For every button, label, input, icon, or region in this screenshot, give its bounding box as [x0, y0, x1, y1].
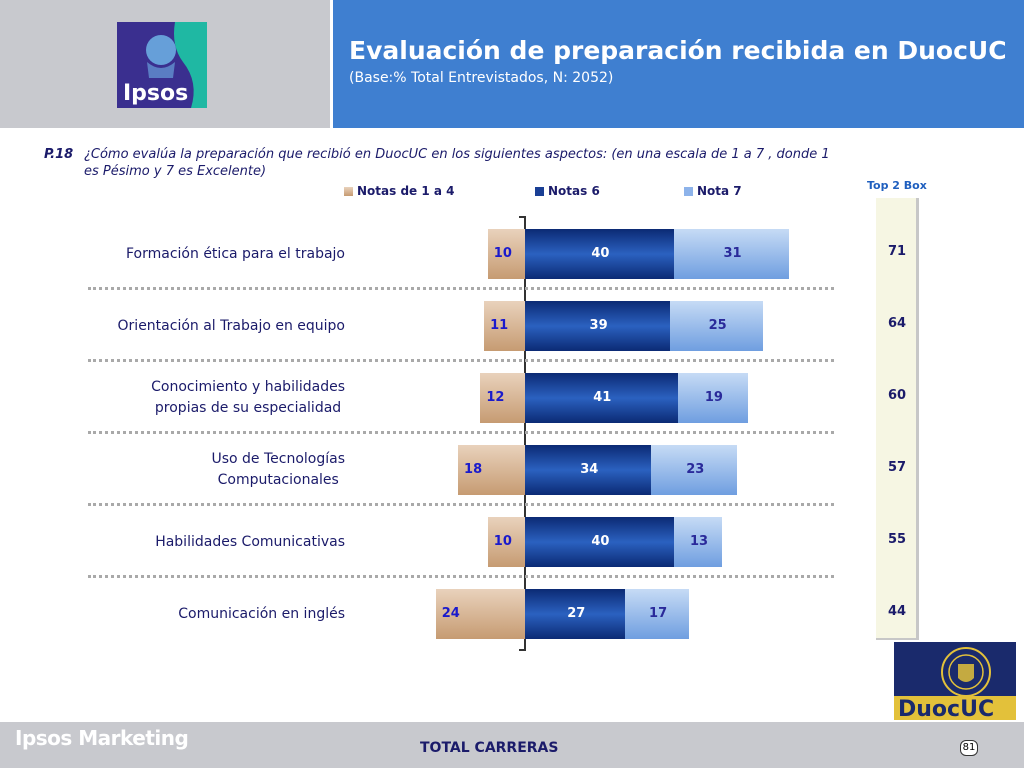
- data-label-notas-6: 27: [567, 606, 586, 621]
- data-label-notas-6: 34: [580, 462, 599, 477]
- legend-item-nota-7: Nota 7: [684, 184, 742, 198]
- bar-notas-6: [525, 589, 626, 639]
- data-label-notas-1-4: 12: [486, 390, 505, 405]
- bar-notas-6: [525, 373, 678, 423]
- category-label-line: Uso de Tecnologías: [211, 451, 345, 467]
- legend-item-neg: Notas de 1 a 4: [344, 184, 455, 198]
- category-label: Comunicación en inglés: [178, 604, 345, 625]
- bar-notas-1-4: [487, 229, 525, 279]
- bar-nota-7: [673, 229, 790, 279]
- bar-nota-7: [677, 373, 749, 423]
- category-label-line: Orientación al Trabajo en equipo: [117, 317, 345, 334]
- top2box-panel: [876, 198, 919, 640]
- bar-nota-7: [651, 445, 738, 495]
- data-label-notas-1-4: 10: [493, 534, 512, 549]
- category-label-line: Computacionales: [217, 472, 339, 488]
- duocuc-logo: DuocUC: [894, 642, 1016, 720]
- data-label-nota-7: 13: [689, 534, 709, 549]
- category-label: Uso de Tecnologías Computacionales: [211, 449, 345, 491]
- legend-swatch: [684, 187, 693, 196]
- footer-total-label: TOTAL CARRERAS: [420, 740, 559, 756]
- top2box-value: 71: [888, 244, 907, 259]
- footer-brand: Ipsos Marketing: [15, 726, 189, 750]
- data-label-nota-7: 23: [686, 462, 705, 477]
- category-label-line: Comunicación en inglés: [178, 605, 345, 622]
- data-label-notas-6: 40: [591, 246, 610, 261]
- bar-notas-1-4: [480, 373, 525, 423]
- question-number: P.18: [44, 147, 74, 162]
- top2box-value: 60: [888, 388, 907, 403]
- page-title: Evaluación de preparación recibida en Du…: [349, 36, 1007, 65]
- category-label: Conocimiento y habilidades propias de su …: [151, 377, 345, 419]
- data-label-notas-1-4: 10: [493, 246, 512, 261]
- question-text: ¿Cómo evalúa la preparación que recibió …: [84, 147, 830, 179]
- data-label-notas-1-4: 24: [441, 606, 460, 621]
- legend-label: Nota 7: [697, 184, 742, 198]
- legend-label: Notas de 1 a 4: [357, 184, 455, 198]
- legend-swatch: [344, 187, 353, 196]
- category-label-line: Conocimiento y habilidades: [151, 379, 345, 395]
- top2box-title: Top 2 Box: [867, 179, 927, 192]
- top2box-value: 44: [888, 604, 907, 619]
- category-label: Formación ética para el trabajo: [126, 244, 345, 265]
- category-label-line: Habilidades Comunicativas: [155, 533, 345, 550]
- footer-bar: [0, 722, 1024, 768]
- duocuc-logo-text: DuocUC: [898, 697, 994, 720]
- top2box-value: 57: [888, 460, 907, 475]
- page-subtitle: (Base:% Total Entrevistados, N: 2052): [349, 70, 614, 86]
- data-label-notas-6: 40: [591, 534, 610, 549]
- bar-notas-6: [525, 517, 674, 567]
- data-label-nota-7: 25: [708, 318, 727, 333]
- data-label-nota-7: 17: [649, 606, 668, 621]
- bar-notas-1-4: [487, 517, 525, 567]
- header-title-panel: [333, 0, 1024, 128]
- data-label-notas-1-4: 18: [464, 462, 483, 477]
- bar-notas-1-4: [435, 589, 525, 639]
- data-label-notas-6: 41: [593, 390, 612, 405]
- axis-tick: [519, 216, 525, 218]
- category-label: Habilidades Comunicativas: [155, 532, 345, 553]
- top2box-value: 55: [888, 532, 907, 547]
- bar-notas-6: [525, 229, 674, 279]
- bar-notas-6: [525, 301, 671, 351]
- ipsos-logo-text: Ipsos: [123, 81, 188, 106]
- axis-tick: [519, 649, 525, 651]
- bar-nota-7: [625, 589, 689, 639]
- ipsos-logo: Ipsos: [117, 22, 207, 108]
- category-label: Orientación al Trabajo en equipo: [118, 316, 345, 337]
- row-divider: [88, 287, 834, 290]
- bar-nota-7: [673, 517, 723, 567]
- bar-notas-1-4: [458, 445, 525, 495]
- bar-nota-7: [670, 301, 764, 351]
- data-label-notas-6: 39: [589, 318, 608, 333]
- legend-label: Notas 6: [548, 184, 600, 198]
- bar-notas-6: [525, 445, 652, 495]
- data-label-nota-7: 19: [704, 390, 723, 405]
- bar-notas-1-4: [484, 301, 525, 351]
- top2box-value: 64: [888, 316, 907, 331]
- category-label-line: Formación ética para el trabajo: [126, 245, 345, 262]
- legend-item-notas-6: Notas 6: [535, 184, 600, 198]
- legend-swatch: [535, 187, 544, 196]
- category-label-line: propias de su especialidad: [154, 400, 342, 416]
- data-label-notas-1-4: 11: [490, 318, 509, 333]
- row-divider: [88, 575, 834, 578]
- data-label-nota-7: 31: [723, 246, 742, 261]
- page-number: 81: [960, 740, 978, 756]
- row-divider: [88, 431, 834, 434]
- row-divider: [88, 359, 834, 362]
- row-divider: [88, 503, 834, 506]
